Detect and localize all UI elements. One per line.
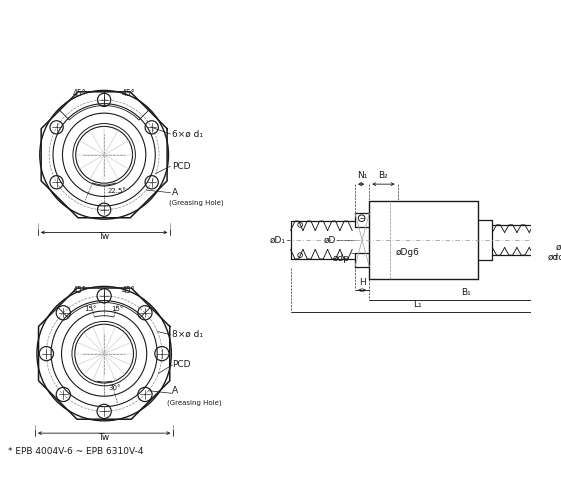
Text: PCD: PCD — [172, 360, 191, 370]
Text: B₁: B₁ — [461, 288, 471, 297]
Text: ødp: ødp — [332, 254, 350, 264]
Text: 6×ø d₁: 6×ø d₁ — [172, 130, 203, 138]
Text: 45°: 45° — [122, 89, 136, 98]
Text: øD₁: øD₁ — [270, 236, 286, 244]
Text: øDg6: øDg6 — [396, 248, 420, 257]
Text: 45°: 45° — [122, 286, 136, 295]
Text: 22.5°: 22.5° — [108, 188, 127, 193]
Text: Tw: Tw — [99, 232, 110, 241]
Text: 45°: 45° — [73, 89, 86, 98]
Text: T: T — [553, 254, 557, 261]
Text: PCD: PCD — [172, 162, 191, 171]
Text: ød: ød — [556, 242, 561, 252]
Text: 8×ø d₁: 8×ø d₁ — [172, 330, 203, 339]
Text: (Greasing Hole): (Greasing Hole) — [168, 200, 223, 206]
Text: (Greasing Hole): (Greasing Hole) — [167, 400, 221, 406]
Text: L₁: L₁ — [413, 300, 422, 309]
Text: 45°: 45° — [73, 286, 86, 295]
Text: H: H — [359, 278, 366, 288]
Text: N₁: N₁ — [357, 171, 367, 180]
Text: A: A — [172, 188, 178, 196]
Text: * EPB 4004V-6 ~ EPB 6310V-4: * EPB 4004V-6 ~ EPB 6310V-4 — [8, 447, 143, 456]
Text: ødc: ødc — [547, 253, 561, 262]
Text: Tw: Tw — [99, 432, 110, 442]
Text: 15°: 15° — [85, 306, 97, 312]
Text: 15°: 15° — [111, 306, 123, 312]
Text: B₂: B₂ — [379, 171, 388, 180]
Text: øD: øD — [324, 236, 336, 244]
Text: 30°: 30° — [108, 384, 121, 391]
Text: A: A — [172, 386, 178, 396]
